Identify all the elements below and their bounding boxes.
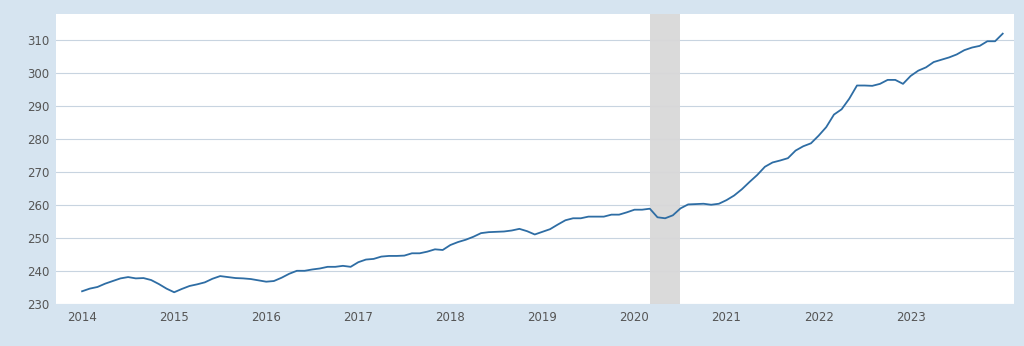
Bar <box>650 14 681 304</box>
